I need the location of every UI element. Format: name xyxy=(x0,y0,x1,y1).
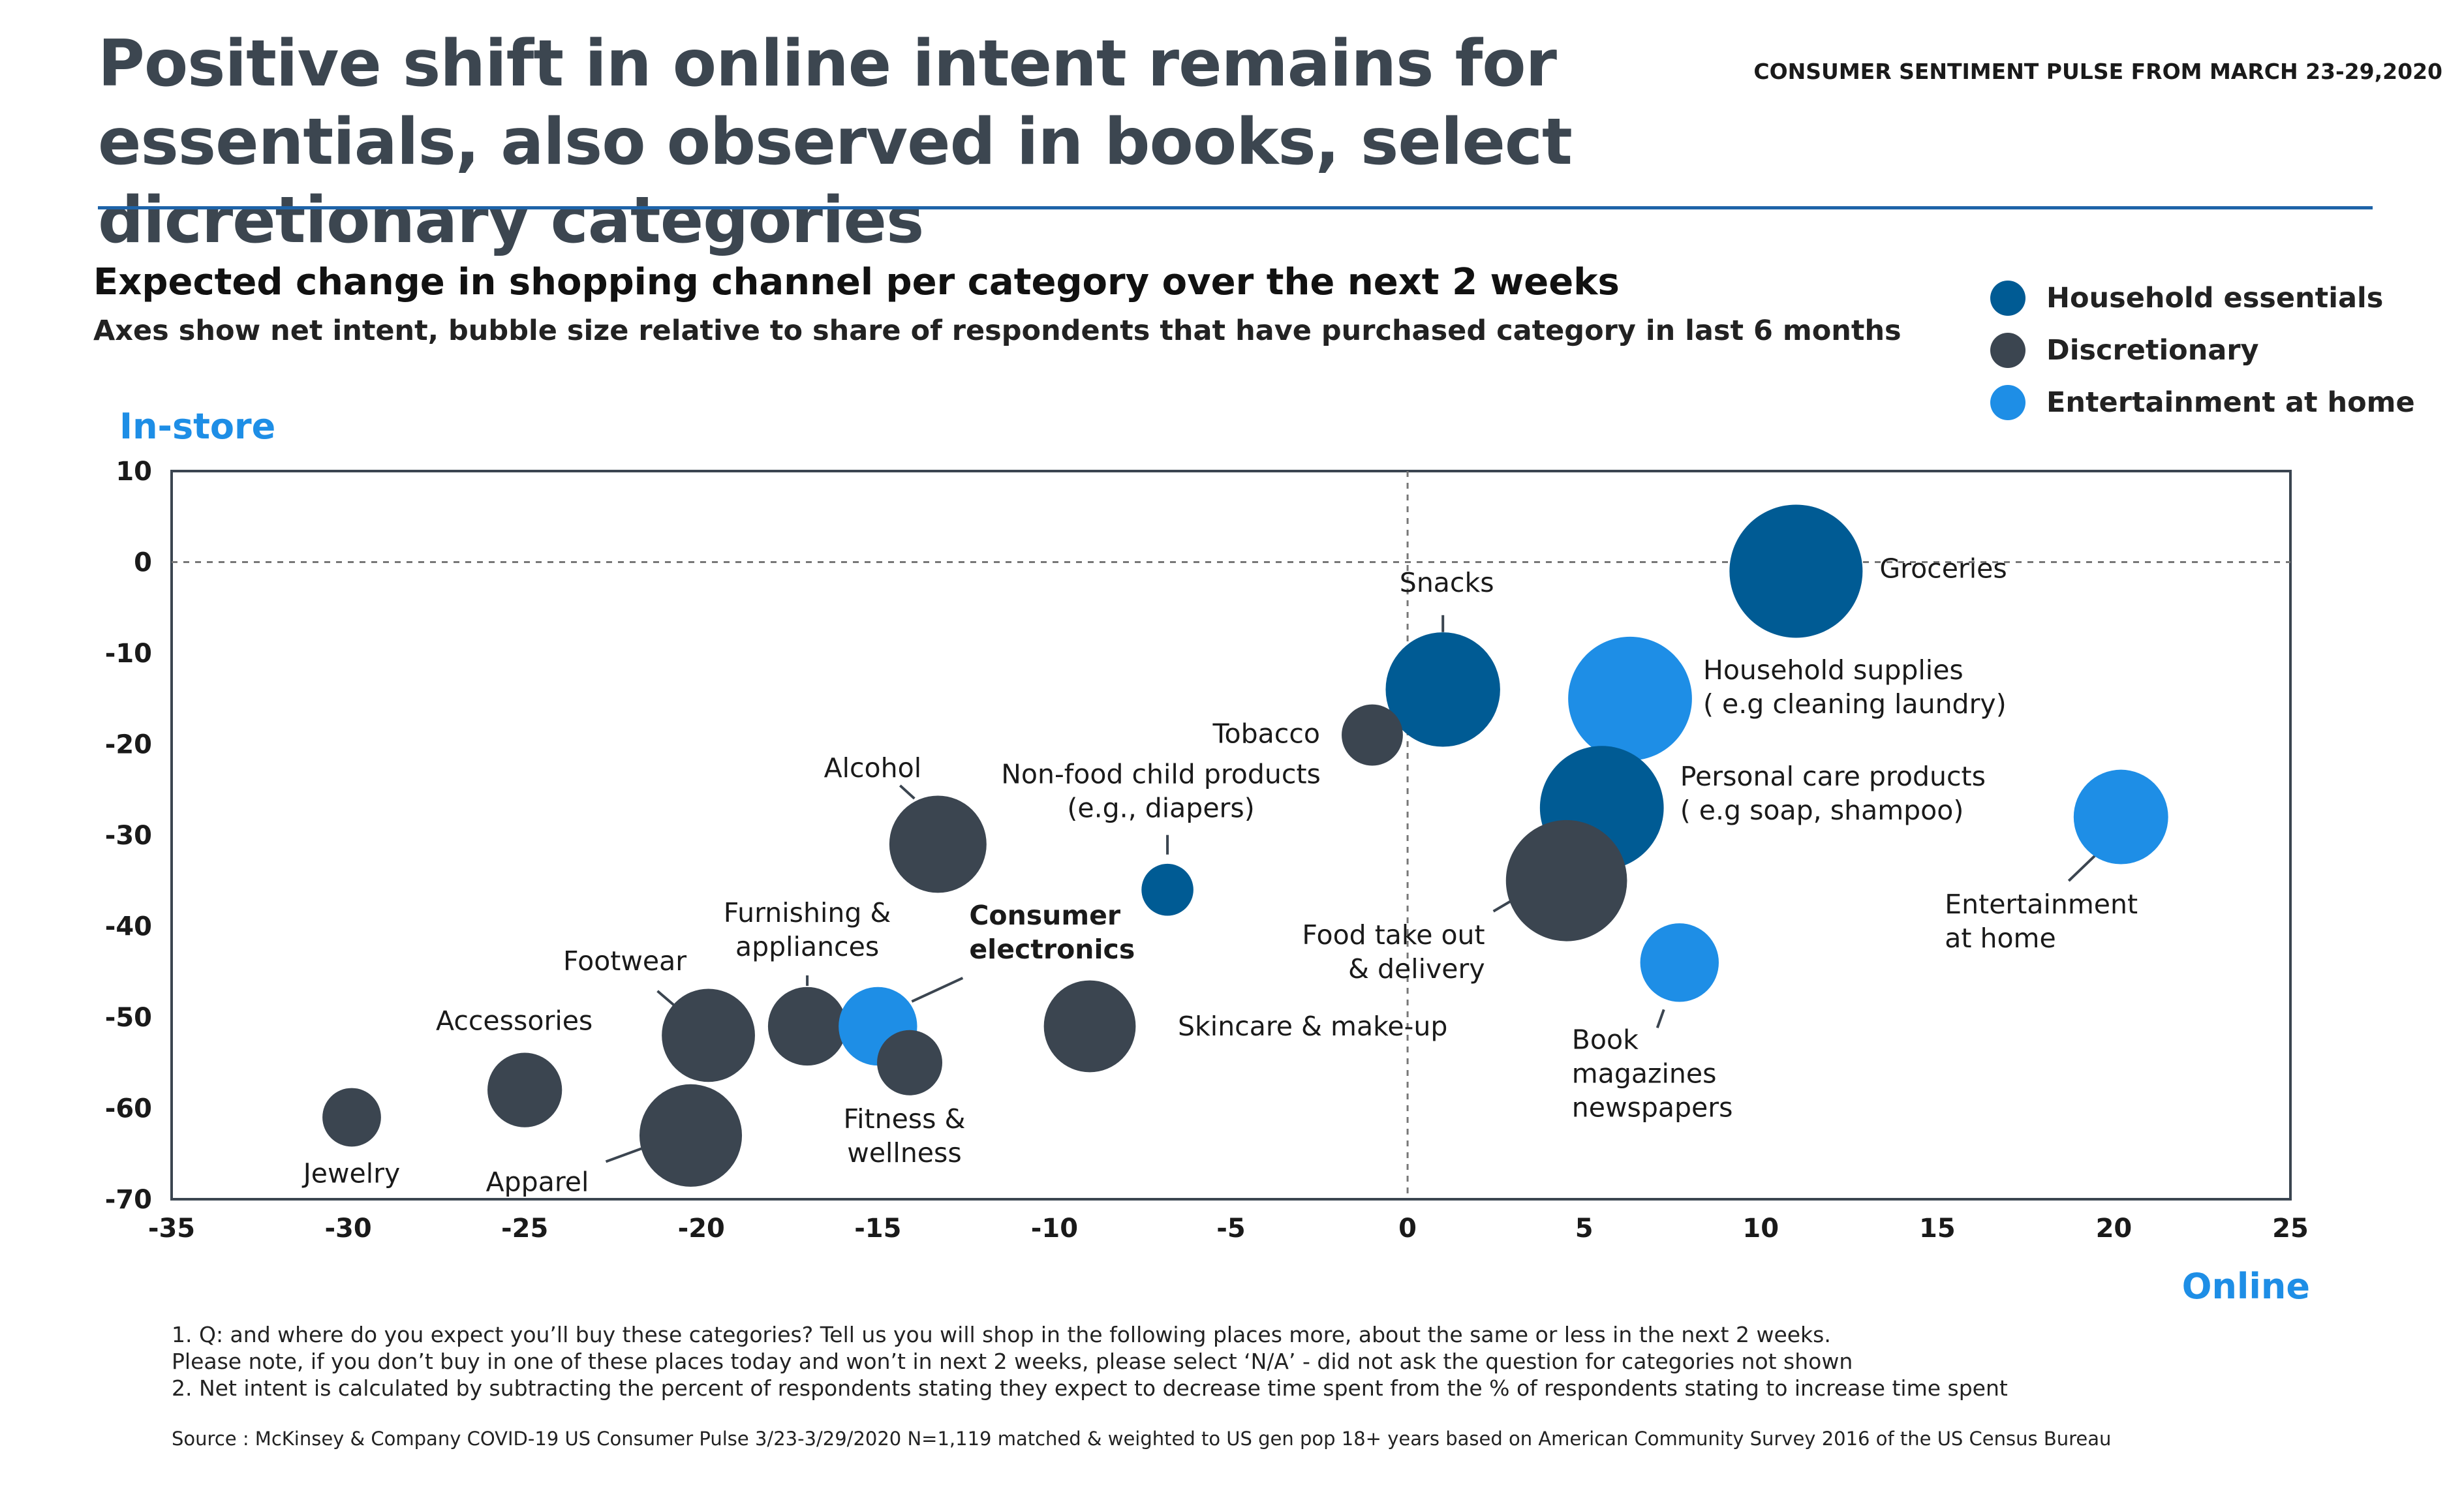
bubble-label-personal-care-products: ( e.g soap, shampoo) xyxy=(1680,795,1964,826)
x-tick-label: -20 xyxy=(678,1214,725,1244)
bubble-label-household-supplies: Household supplies xyxy=(1703,654,1964,686)
leader-line-book-magazines-newspapers xyxy=(1656,1009,1665,1028)
bubble-accessories xyxy=(487,1052,562,1127)
bubble-label-food-take-out-delivery: & delivery xyxy=(1348,953,1485,985)
bubble-label-food-take-out-delivery: Food take out xyxy=(1302,919,1485,951)
bubble-label-personal-care-products: Personal care products xyxy=(1680,761,1986,792)
bubble-apparel xyxy=(639,1084,743,1187)
chart-subtitle: Axes show net intent, bubble size relati… xyxy=(93,314,1902,347)
pulse-date-label: CONSUMER SENTIMENT PULSE FROM MARCH 23-2… xyxy=(1753,59,2442,84)
legend-item-discretionary: Discretionary xyxy=(1990,331,2259,370)
y-tick-label: -70 xyxy=(105,1185,152,1215)
x-tick-label: 0 xyxy=(1398,1214,1417,1244)
bubble-label-entertainment-at-home: Entertainment xyxy=(1945,889,2138,920)
bubble-label-skincare-make-up: Skincare & make-up xyxy=(1178,1011,1447,1042)
x-tick-label: -30 xyxy=(324,1214,371,1244)
bubble-label-non-food-child-products: (e.g., diapers) xyxy=(1067,793,1254,824)
bubble-tobacco xyxy=(1342,704,1403,766)
x-tick-label: -25 xyxy=(501,1214,548,1244)
bubble-footwear xyxy=(662,988,755,1082)
legend-item-household: Household essentials xyxy=(1990,279,2383,318)
legend-label-entertainment: Entertainment at home xyxy=(2046,386,2415,419)
page-title: Positive shift in online intent remains … xyxy=(98,27,1573,258)
bubble-label-tobacco: Tobacco xyxy=(1212,718,1319,750)
legend-item-entertainment: Entertainment at home xyxy=(1990,383,2415,422)
x-tick-label: -15 xyxy=(854,1214,901,1244)
leader-line-consumer-electronics xyxy=(911,977,964,1003)
y-tick-label: -60 xyxy=(105,1094,152,1124)
y-tick-label: 10 xyxy=(116,457,152,487)
footnote-3: 2. Net intent is calculated by subtracti… xyxy=(172,1375,2008,1401)
x-tick-label: -35 xyxy=(148,1214,195,1244)
bubble-book-magazines-newspapers xyxy=(1640,923,1719,1002)
legend-dot-entertainment xyxy=(1990,385,2025,420)
bubble-label-footwear: Footwear xyxy=(563,945,686,977)
bubble-label-furnishing-appliances: appliances xyxy=(735,931,879,962)
bubble-label-fitness-wellness: wellness xyxy=(847,1137,961,1169)
leader-line-alcohol xyxy=(899,784,916,800)
bubble-groceries xyxy=(1729,504,1863,638)
bubble-snacks xyxy=(1385,632,1500,747)
footnote-1: 1. Q: and where do you expect you’ll buy… xyxy=(172,1322,1831,1347)
x-tick-label: 10 xyxy=(1742,1214,1779,1244)
bubble-entertainment-at-home xyxy=(2073,769,2168,865)
bubble-label-household-supplies: ( e.g cleaning laundry) xyxy=(1703,688,2007,720)
y-tick-label: -50 xyxy=(105,1003,152,1033)
x-tick-label: 15 xyxy=(1919,1214,1956,1244)
bubble-jewelry xyxy=(322,1088,381,1147)
bubble-label-apparel: Apparel xyxy=(486,1166,589,1197)
x-axis-label: Online xyxy=(2182,1266,2310,1307)
bubble-label-book-magazines-newspapers: magazines xyxy=(1572,1058,1717,1089)
bubble-label-snacks: Snacks xyxy=(1400,567,1494,598)
footnote-2: Please note, if you don’t buy in one of … xyxy=(172,1349,1853,1374)
bubble-household-supplies xyxy=(1568,636,1692,761)
bubble-label-accessories: Accessories xyxy=(436,1005,593,1037)
y-tick-label: -40 xyxy=(105,912,152,942)
plot-frame xyxy=(170,470,2292,1201)
legend-dot-discretionary xyxy=(1990,333,2025,368)
bubble-label-groceries: Groceries xyxy=(1879,553,2007,584)
bubble-label-jewelry: Jewelry xyxy=(301,1157,401,1189)
bubble-label-fitness-wellness: Fitness & xyxy=(844,1103,966,1135)
legend-label-household: Household essentials xyxy=(2046,282,2384,314)
legend-dot-household xyxy=(1990,281,2025,316)
x-tick-label: 20 xyxy=(2096,1214,2133,1244)
bubble-label-furnishing-appliances: Furnishing & xyxy=(724,897,891,928)
bubble-label-entertainment-at-home: at home xyxy=(1945,923,2056,954)
bubble-non-food-child-products xyxy=(1141,863,1194,916)
y-tick-label: -30 xyxy=(105,821,152,851)
x-tick-label: -10 xyxy=(1031,1214,1078,1244)
leader-line-footwear xyxy=(656,990,677,1008)
bubble-label-book-magazines-newspapers: newspapers xyxy=(1572,1092,1733,1123)
legend-label-discretionary: Discretionary xyxy=(2046,334,2259,367)
bubble-furnishing-appliances xyxy=(767,987,847,1066)
bubble-food-take-out-delivery xyxy=(1505,819,1627,942)
leader-line-apparel xyxy=(605,1146,646,1163)
x-tick-label: 25 xyxy=(2272,1214,2309,1244)
bubble-label-consumer-electronics: electronics xyxy=(969,934,1135,965)
bubble-label-consumer-electronics: Consumer xyxy=(969,900,1121,931)
x-tick-label: -5 xyxy=(1216,1214,1245,1244)
y-axis-label: In-store xyxy=(119,406,275,447)
y-tick-label: -20 xyxy=(105,730,152,760)
y-tick-label: -10 xyxy=(105,639,152,669)
bubble-label-book-magazines-newspapers: Book xyxy=(1572,1024,1639,1055)
bubble-fitness-wellness xyxy=(877,1030,943,1095)
bubble-label-alcohol: Alcohol xyxy=(824,752,922,784)
source-note: Source : McKinsey & Company COVID-19 US … xyxy=(172,1428,2112,1450)
bubble-skincare-make-up xyxy=(1043,980,1136,1073)
bubble-alcohol xyxy=(889,795,987,893)
bubble-label-non-food-child-products: Non-food child products xyxy=(1001,759,1321,790)
title-divider xyxy=(98,206,2373,209)
chart-title: Expected change in shopping channel per … xyxy=(93,261,1620,303)
x-tick-label: 5 xyxy=(1575,1214,1594,1244)
y-tick-label: 0 xyxy=(134,548,152,578)
